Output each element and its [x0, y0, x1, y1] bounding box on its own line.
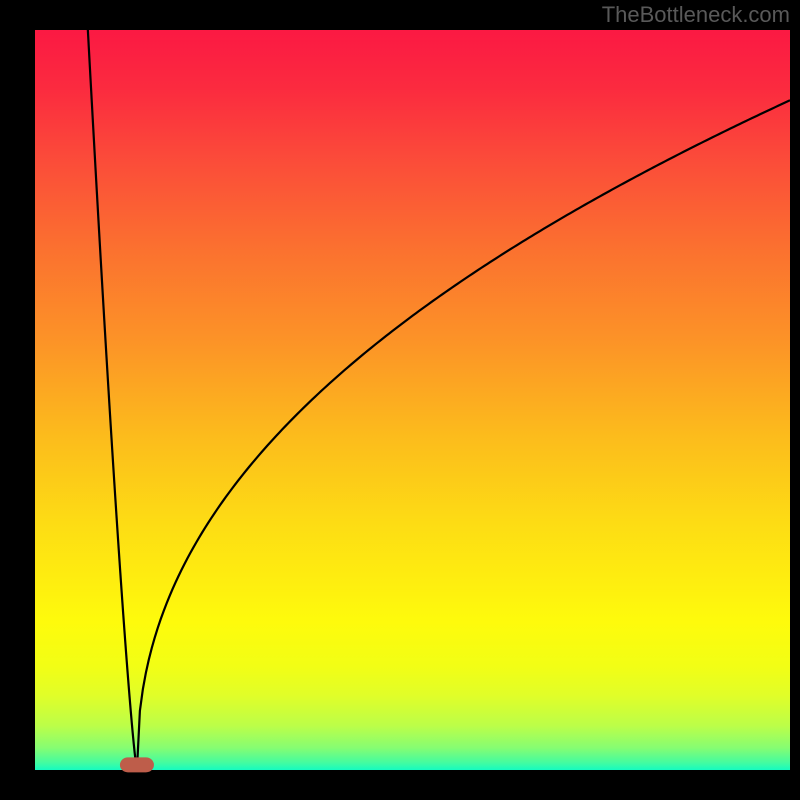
watermark-text: TheBottleneck.com [602, 2, 790, 28]
minimum-marker [120, 757, 154, 772]
chart-root: TheBottleneck.com [0, 0, 800, 800]
bottleneck-chart [0, 0, 800, 800]
